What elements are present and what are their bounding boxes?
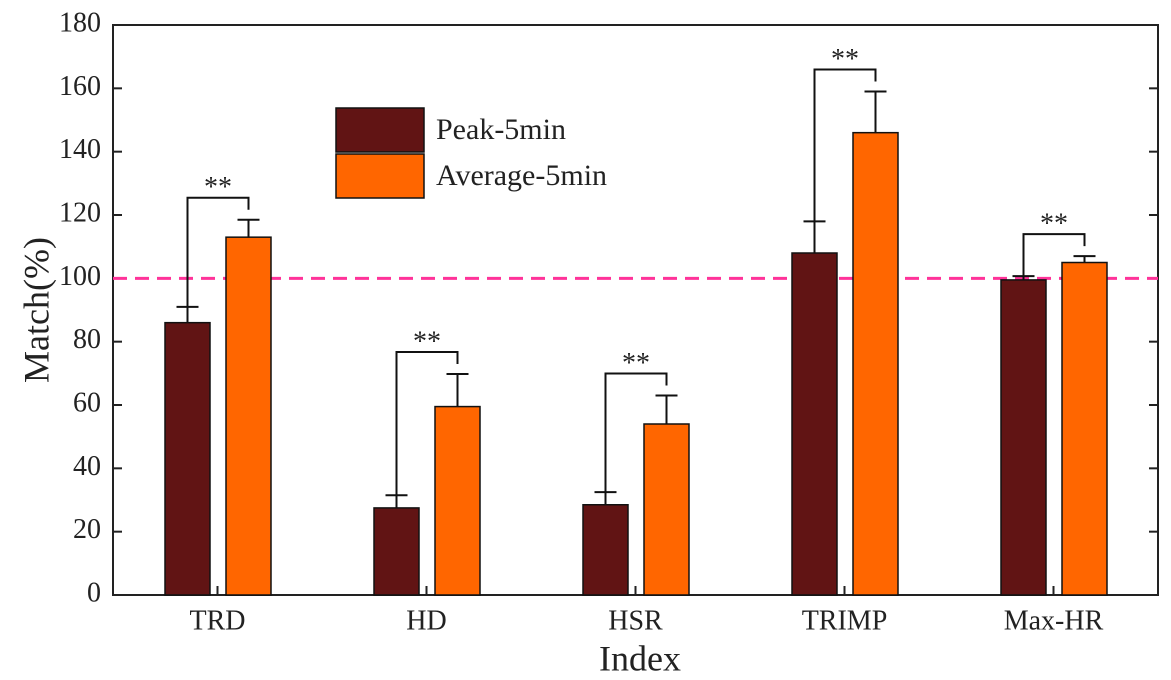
significance-bracket	[395, 350, 459, 496]
y-axis-label: Match(%)	[16, 237, 56, 383]
y-tick-label: 80	[73, 324, 101, 355]
significance-bracket	[604, 372, 668, 493]
y-tick-label: 0	[87, 577, 101, 608]
bar	[1000, 279, 1047, 596]
bar	[434, 405, 481, 596]
error-bar	[446, 372, 469, 407]
error-bar	[176, 305, 199, 323]
y-tick-label: 40	[73, 451, 101, 482]
y-tick-label: 120	[59, 197, 101, 228]
y-tick-label: 160	[59, 71, 101, 102]
x-tick-label: Max-HR	[1004, 605, 1104, 636]
x-axis-label: Index	[599, 638, 681, 678]
significance-label: **	[1040, 209, 1068, 240]
bar	[373, 507, 420, 596]
legend-swatch	[335, 107, 425, 153]
x-tick-label: HSR	[608, 605, 663, 636]
y-tick-label: 20	[73, 514, 101, 545]
bar	[582, 504, 629, 596]
error-bar	[1073, 255, 1096, 263]
error-bar	[594, 491, 617, 505]
significance-label: **	[204, 172, 232, 203]
significance-label: **	[622, 348, 650, 379]
x-tick-label: TRD	[190, 605, 246, 636]
bar	[1061, 261, 1108, 596]
y-tick-label: 60	[73, 387, 101, 418]
error-bar	[864, 90, 887, 133]
bar	[791, 252, 838, 596]
x-tick-label: HD	[406, 605, 446, 636]
error-bar	[237, 218, 260, 238]
error-bar	[655, 394, 678, 424]
error-bar	[385, 494, 408, 508]
error-bar	[803, 220, 826, 253]
bar	[225, 236, 272, 596]
legend-label: Peak-5min	[436, 113, 566, 146]
bar	[164, 321, 211, 596]
bar	[643, 423, 690, 596]
significance-label: **	[831, 44, 859, 75]
y-tick-label: 100	[59, 261, 101, 292]
y-tick-label: 140	[59, 134, 101, 165]
significance-bracket	[1022, 233, 1086, 277]
significance-bracket	[186, 196, 250, 307]
significance-bracket	[813, 68, 877, 222]
bar	[852, 131, 899, 596]
significance-label: **	[413, 326, 441, 357]
x-tick-label: TRIMP	[802, 605, 888, 636]
legend-swatch	[335, 153, 425, 199]
y-tick-label: 180	[59, 7, 101, 38]
legend-label: Average-5min	[436, 159, 607, 192]
